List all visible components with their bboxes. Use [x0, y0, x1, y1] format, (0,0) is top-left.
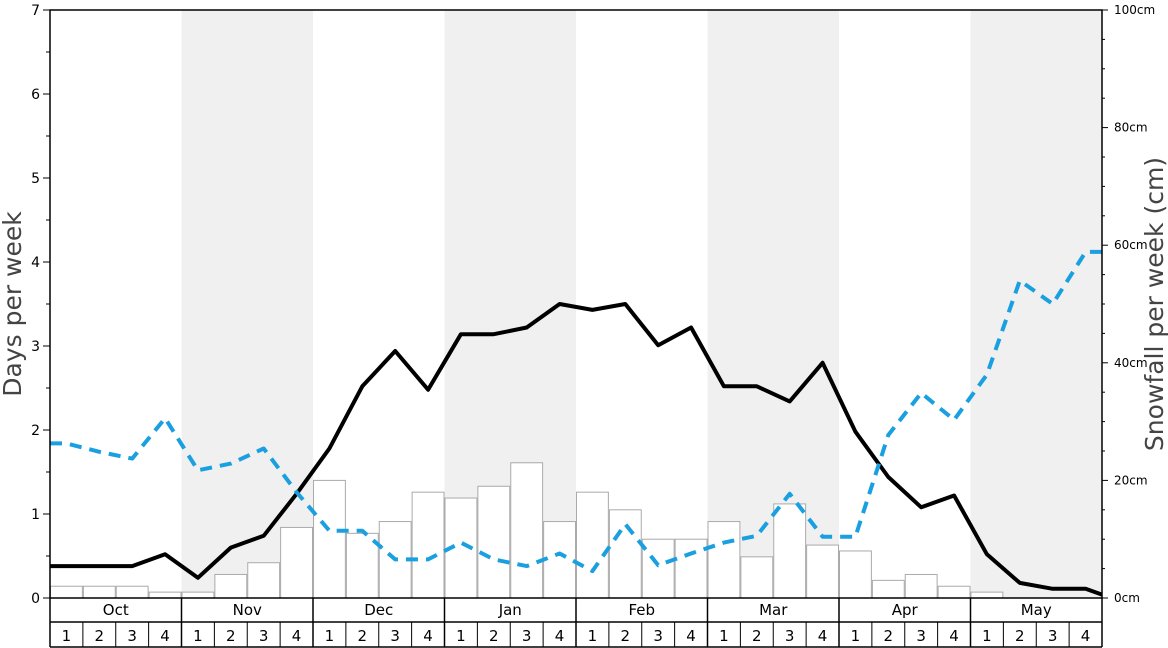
snowfall-bar [674, 538, 708, 599]
week-label: 3 [1048, 627, 1058, 645]
snowfall-bar [641, 538, 675, 599]
week-label: 2 [358, 627, 368, 645]
week-label: 2 [226, 627, 236, 645]
snowfall-bar [707, 521, 741, 599]
week-label: 4 [292, 627, 302, 645]
week-label: 3 [127, 627, 137, 645]
month-label: Apr [892, 601, 919, 619]
month-label: Jan [498, 601, 522, 619]
snowfall-bar [576, 491, 609, 599]
right-axis-title: Snowfall per week (cm) [1140, 157, 1168, 451]
right-tick-label: 100cm [1114, 3, 1155, 17]
snowfall-bar [411, 491, 445, 599]
left-tick-label: 3 [31, 339, 40, 355]
snowfall-bar [773, 503, 807, 599]
left-tick-label: 5 [31, 171, 40, 187]
week-label: 4 [160, 627, 170, 645]
week-label: 4 [423, 627, 433, 645]
snowfall-bar [214, 573, 248, 599]
week-label: 2 [752, 627, 762, 645]
right-tick-label: 20cm [1114, 473, 1148, 487]
week-label: 1 [719, 627, 729, 645]
week-label: 3 [522, 627, 532, 645]
left-tick-label: 1 [31, 507, 40, 523]
left-axis-title: Days per week [0, 211, 27, 397]
snowfall-bar [740, 556, 774, 599]
week-label: 3 [259, 627, 269, 645]
snowfall-bar [608, 509, 642, 599]
dashed-series-line [50, 249, 1102, 574]
week-label: 1 [193, 627, 203, 645]
snowfall-bar [148, 591, 182, 599]
left-tick-label: 4 [31, 255, 40, 271]
left-tick-label: 2 [31, 423, 40, 439]
left-tick-label: 0 [31, 591, 40, 607]
snowfall-bar [82, 585, 116, 599]
week-label: 4 [555, 627, 565, 645]
week-label: 2 [1015, 627, 1025, 645]
snowfall-bar [543, 521, 576, 599]
snowfall-bar [345, 532, 379, 599]
week-label: 1 [851, 627, 861, 645]
week-label: 2 [884, 627, 894, 645]
right-tick-label: 80cm [1114, 121, 1148, 135]
month-label: Dec [364, 601, 393, 619]
series-lines [50, 249, 1103, 597]
week-label: 3 [653, 627, 663, 645]
week-label: 1 [325, 627, 335, 645]
snowfall-bar [115, 585, 149, 599]
month-label: Feb [628, 601, 655, 619]
snowfall-bar [247, 562, 281, 599]
week-label: 4 [1081, 627, 1091, 645]
snowfall-bar [477, 485, 511, 599]
month-label: Oct [103, 601, 129, 619]
week-label: 3 [785, 627, 795, 645]
solid-series-line [50, 302, 1103, 597]
week-label: 4 [686, 627, 696, 645]
snowfall-bar [50, 585, 83, 599]
week-label: 1 [982, 627, 992, 645]
week-label: 1 [62, 627, 72, 645]
shade-may [970, 10, 1102, 598]
snowfall-bar [313, 479, 346, 599]
snowfall-bar [839, 550, 872, 599]
month-axis: Oct 1 2 3 4 Nov 1 2 3 4 Dec 1 2 3 4 Jan 1 2 3 4 Feb 1 2 3 4 Mar 1 2… [49, 598, 1103, 648]
snowfall-bar [970, 591, 1004, 599]
week-label: 4 [949, 627, 959, 645]
shade-mar [707, 10, 839, 598]
snowfall-bar [181, 591, 215, 599]
month-label: Nov [233, 601, 262, 619]
axes: 0 1 2 3 4 5 6 7 0cm 20cm 40cm 60cm 80cm 100cm [31, 3, 1155, 607]
shade-nov [181, 10, 313, 598]
week-label: 1 [456, 627, 466, 645]
left-tick-label: 7 [31, 3, 40, 19]
left-tick-label: 6 [31, 87, 40, 103]
month-shading [181, 10, 1102, 598]
snowfall-bar [937, 585, 971, 599]
month-label: May [1021, 601, 1052, 619]
month-label: Mar [759, 601, 788, 619]
week-label: 1 [588, 627, 598, 645]
week-label: 2 [489, 627, 499, 645]
week-label: 2 [95, 627, 105, 645]
snowfall-bar [806, 544, 839, 599]
week-label: 4 [818, 627, 828, 645]
snowfall-bar [510, 462, 544, 599]
week-label: 2 [621, 627, 631, 645]
snowfall-bar [280, 526, 313, 599]
snowfall-bar [871, 579, 905, 599]
right-tick-label: 0cm [1114, 591, 1140, 605]
right-tick-label: 40cm [1114, 356, 1148, 370]
snowfall-bars [50, 462, 1004, 599]
right-tick-label: 60cm [1114, 238, 1148, 252]
week-label: 3 [916, 627, 926, 645]
week-label: 3 [390, 627, 400, 645]
snowfall-bar [904, 573, 938, 599]
